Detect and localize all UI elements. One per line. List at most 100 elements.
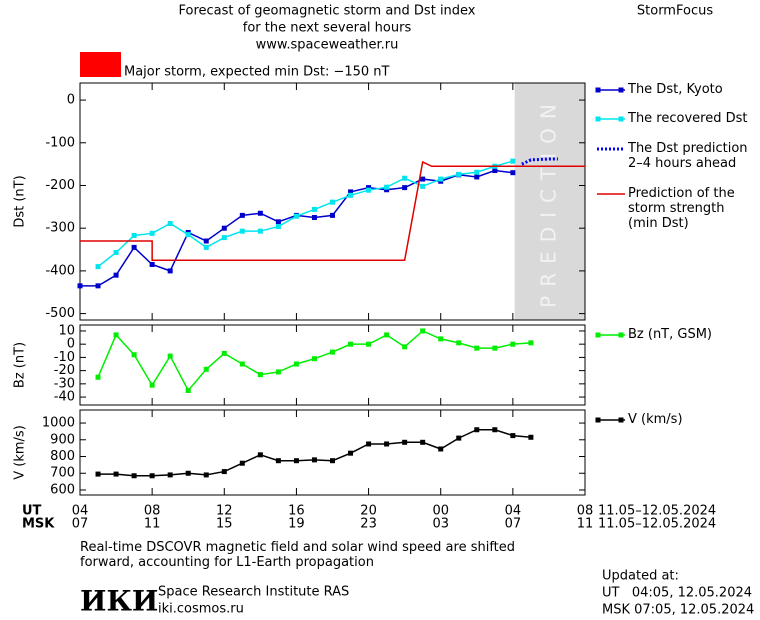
point — [456, 340, 462, 346]
point — [203, 244, 209, 250]
title: Forecast of geomagnetic storm and Dst in… — [178, 4, 475, 19]
point — [510, 170, 516, 176]
point — [149, 230, 155, 236]
point — [402, 185, 408, 191]
prediction-zone — [514, 83, 585, 320]
point — [203, 238, 209, 244]
legend-marker — [618, 87, 624, 93]
point — [221, 225, 227, 231]
point — [113, 332, 119, 338]
series-line — [97, 160, 514, 268]
storm-label: Major storm, expected min Dst: −150 nT — [124, 65, 390, 80]
y-tick-label: -20 — [54, 363, 75, 378]
ut-label: UT — [22, 504, 42, 519]
point — [438, 446, 444, 452]
point — [95, 374, 101, 380]
y-axis-title: V (km/s) — [13, 425, 28, 480]
point — [95, 283, 101, 289]
y-axis-title: Dst (nT) — [13, 175, 28, 227]
x-tick-label: 16 — [288, 504, 305, 519]
point — [366, 187, 372, 193]
point — [384, 441, 390, 447]
point — [510, 341, 516, 347]
point — [167, 353, 173, 359]
series-line — [80, 169, 513, 287]
point — [131, 352, 137, 358]
x-tick-label: 20 — [360, 504, 377, 519]
point — [420, 328, 426, 334]
point — [366, 341, 372, 347]
legend-label: The Dst, Kyoto — [628, 82, 723, 97]
point — [420, 176, 426, 182]
y-tick-label: -100 — [45, 135, 75, 150]
point — [384, 184, 390, 190]
point — [402, 439, 408, 445]
series-line — [80, 160, 585, 261]
y-tick-label: 1000 — [42, 416, 75, 431]
point — [239, 212, 245, 218]
point — [221, 235, 227, 241]
site: www.spaceweather.ru — [256, 38, 399, 53]
point — [528, 434, 534, 440]
point — [510, 158, 516, 164]
point — [311, 215, 317, 221]
y-tick-label: -10 — [54, 350, 75, 365]
point — [330, 458, 335, 464]
point — [311, 206, 317, 212]
point — [113, 250, 119, 256]
point — [203, 366, 209, 372]
point — [185, 387, 191, 393]
point — [221, 350, 227, 356]
point — [131, 232, 137, 238]
legend-label: Prediction of the storm strength (min Ds… — [628, 186, 735, 231]
prediction-label: PREDICTION — [536, 95, 560, 308]
point — [348, 192, 354, 198]
x-tick-label-msk: 23 — [360, 517, 377, 532]
date-range: 11.05–12.05.2024 — [598, 517, 716, 532]
y-tick-label: 600 — [50, 482, 75, 497]
y-tick-label: -400 — [45, 263, 75, 278]
x-tick-label-msk: 19 — [288, 517, 305, 532]
point — [311, 356, 317, 362]
point — [185, 470, 191, 476]
point — [149, 473, 155, 479]
point — [131, 473, 137, 479]
point — [420, 183, 426, 189]
point — [203, 472, 209, 478]
point — [366, 441, 372, 447]
legend-marker — [618, 332, 624, 338]
legend-marker — [595, 87, 601, 93]
legend-marker — [595, 332, 601, 338]
point — [77, 283, 83, 289]
point — [348, 189, 354, 195]
point — [348, 450, 354, 456]
point — [402, 344, 408, 350]
x-tick-label: 12 — [216, 504, 233, 519]
point — [510, 433, 516, 439]
point — [474, 169, 480, 175]
x-tick-label: 08 — [577, 504, 594, 519]
point — [167, 268, 173, 274]
x-tick-label-msk: 15 — [216, 517, 233, 532]
point — [438, 176, 444, 182]
point — [185, 232, 191, 238]
x-tick-label: 00 — [432, 504, 449, 519]
y-tick-label: -40 — [54, 390, 75, 405]
point — [528, 340, 534, 346]
series-line — [521, 157, 558, 166]
x-tick-label-msk: 03 — [432, 517, 449, 532]
series-line — [98, 428, 531, 477]
date-range: 11.05–12.05.2024 — [598, 504, 716, 519]
storm-color — [80, 52, 121, 77]
legend-label: V (km/s) — [628, 412, 683, 427]
point — [402, 175, 408, 181]
subtitle: for the next several hours — [243, 21, 412, 36]
point — [113, 471, 119, 477]
legend-marker — [618, 116, 624, 122]
point — [492, 345, 498, 351]
point — [149, 261, 155, 267]
point — [275, 219, 281, 225]
x-tick-label-msk: 07 — [505, 517, 522, 532]
point — [456, 171, 462, 177]
